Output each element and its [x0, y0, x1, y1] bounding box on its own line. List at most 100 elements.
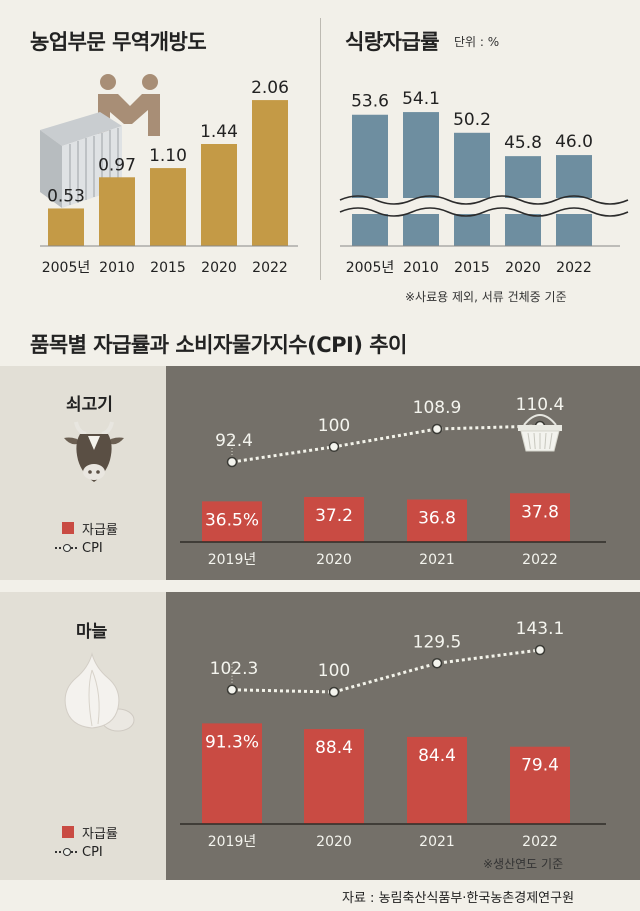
garlic-note: ※생산연도 기준 — [483, 857, 564, 871]
openness-tick-3: 2020 — [201, 260, 237, 276]
axis-break-line-top — [339, 195, 629, 205]
beef-cpi-point-1 — [328, 441, 340, 453]
openness-value-1: 0.97 — [98, 155, 136, 175]
legend-bar-swatch — [62, 522, 74, 534]
basket-slat-1 — [533, 432, 536, 450]
beef-tick-0: 2019년 — [208, 552, 257, 568]
selfsufficiency-bar-2 — [454, 132, 490, 246]
beef-cpi-point-0 — [226, 456, 238, 468]
openness-value-4: 2.06 — [251, 78, 289, 98]
handshake-icon — [98, 74, 160, 136]
openness-tick-0: 2005년 — [42, 260, 91, 276]
beef-bar-label-2: 36.8 — [418, 509, 456, 529]
beef-bar-3 — [510, 493, 570, 542]
beef-label: 쇠고기 — [66, 395, 113, 415]
selfsufficiency-chart: 53.6 2005년 54.1 2010 50.2 2015 45.8 2020 46.0 202… — [339, 89, 629, 276]
legend-bar-label: 자급률 — [82, 523, 118, 538]
selfsufficiency-value-4: 46.0 — [555, 132, 593, 152]
beef-bar-label-3: 37.8 — [521, 502, 559, 522]
openness-value-2: 1.10 — [149, 146, 187, 166]
beef-tick-1: 2020 — [316, 552, 352, 568]
garlic-bar-3 — [510, 746, 570, 824]
selfsufficiency-tick-1: 2010 — [403, 260, 439, 276]
selfsufficiency-tick-4: 2022 — [556, 260, 592, 276]
axis-break-gap — [340, 198, 620, 214]
legend-bar-label-2: 자급률 — [82, 827, 118, 842]
unit-label: 단위 : % — [454, 35, 500, 49]
garlic-cpi-line — [231, 648, 541, 694]
openness-bar-4 — [252, 100, 288, 246]
selfsufficiency-bar-0 — [352, 114, 388, 246]
basket-icon — [518, 414, 562, 452]
selfsufficiency-title: 식량자급률 — [345, 30, 440, 54]
beef-panel-left — [0, 366, 166, 580]
openness-value-3: 1.44 — [200, 122, 238, 142]
openness-title: 농업부문 무역개방도 — [30, 30, 207, 54]
garlic-tick-2: 2021 — [419, 834, 455, 850]
garlic-cpi-point-2 — [431, 658, 443, 669]
basket-handle — [523, 414, 557, 426]
openness-value-0: 0.53 — [47, 186, 85, 206]
trend-title: 품목별 자급률과 소비자물가지수(CPI) 추이 — [30, 333, 407, 357]
openness-tick-4: 2022 — [252, 260, 288, 276]
cow-icon — [64, 421, 124, 482]
garlic-bar-label-3: 79.4 — [521, 756, 559, 776]
beef-bar-label-0: 36.5% — [205, 510, 259, 530]
selfsufficiency-value-2: 50.2 — [453, 110, 491, 130]
garlic-chart: 102.3 100 129.5 143.1 91.3% 2019년 88.4 2020 84.4… — [180, 619, 606, 850]
garlic-tick-1: 2020 — [316, 834, 352, 850]
beef-tick-2: 2021 — [419, 552, 455, 568]
garlic-bar-label-2: 84.4 — [418, 746, 456, 766]
openness-bar-2 — [150, 168, 186, 246]
garlic-bar-label-1: 88.4 — [315, 738, 353, 758]
beef-cpi-line — [231, 424, 541, 464]
openness-bar-1 — [99, 177, 135, 246]
selfsufficiency-tick-2: 2015 — [454, 260, 490, 276]
legend-line-label-2: CPI — [82, 845, 103, 860]
legend-line-swatch-2 — [55, 848, 79, 856]
garlic-cpi-label-2: 129.5 — [413, 632, 462, 652]
openness-chart: 0.53 2005년 0.97 2010 1.10 2015 1.44 2020 2.06 202… — [40, 74, 298, 276]
openness-tick-1: 2010 — [99, 260, 135, 276]
column-divider — [320, 18, 321, 280]
axis-break-line-bottom — [339, 207, 629, 217]
beef-bar-2 — [407, 499, 467, 542]
openness-bar-3 — [201, 144, 237, 246]
beef-cpi-label-0: 92.4 — [215, 431, 253, 451]
selfsufficiency-value-0: 53.6 — [351, 92, 389, 112]
basket-slat-4 — [549, 432, 553, 450]
garlic-cpi-point-3 — [534, 644, 546, 656]
garlic-cpi-label-3: 143.1 — [516, 619, 565, 639]
beef-bar-label-1: 37.2 — [315, 506, 353, 526]
garlic-tick-0: 2019년 — [208, 834, 257, 850]
source-note: 자료 : 농림축산식품부·한국농촌경제연구원 — [342, 891, 575, 906]
selfsufficiency-value-3: 45.8 — [504, 133, 542, 153]
garlic-label: 마늘 — [76, 622, 108, 642]
selfsufficiency-note: ※사료용 제외, 서류 건체중 기준 — [405, 290, 567, 304]
garlic-cpi-point-1 — [328, 686, 340, 698]
beef-cpi-point-2 — [431, 423, 443, 435]
selfsufficiency-tick-3: 2020 — [505, 260, 541, 276]
garlic-cpi-label-1: 100 — [318, 661, 350, 681]
garlic-bar-label-0: 91.3% — [205, 732, 259, 752]
garlic-cpi-label-0: 102.3 — [210, 659, 259, 679]
legend-line-label: CPI — [82, 541, 103, 556]
beef-cpi-label-2: 108.9 — [413, 398, 462, 418]
basket-rim — [518, 425, 562, 431]
garlic-bar-2 — [407, 736, 467, 824]
openness-tick-2: 2015 — [150, 260, 186, 276]
openness-bar-0 — [48, 208, 84, 246]
beef-tick-3: 2022 — [522, 552, 558, 568]
legend-line-swatch — [55, 544, 79, 552]
beef-bar-0 — [202, 501, 262, 542]
garlic-cpi-point-0 — [226, 684, 238, 696]
garlic-bar-1 — [304, 729, 364, 824]
basket-slat-0 — [527, 432, 531, 450]
basket-slat-3 — [544, 432, 547, 450]
beef-chart: 92.4 100 108.9 110.4 36.5% 2019년 37.2 2020 36.8 2… — [180, 395, 606, 568]
garlic-icon — [64, 652, 135, 732]
selfsufficiency-bar-1 — [403, 112, 439, 246]
garlic-tick-3: 2022 — [522, 834, 558, 850]
selfsufficiency-value-1: 54.1 — [402, 89, 440, 109]
selfsufficiency-tick-0: 2005년 — [346, 260, 395, 276]
